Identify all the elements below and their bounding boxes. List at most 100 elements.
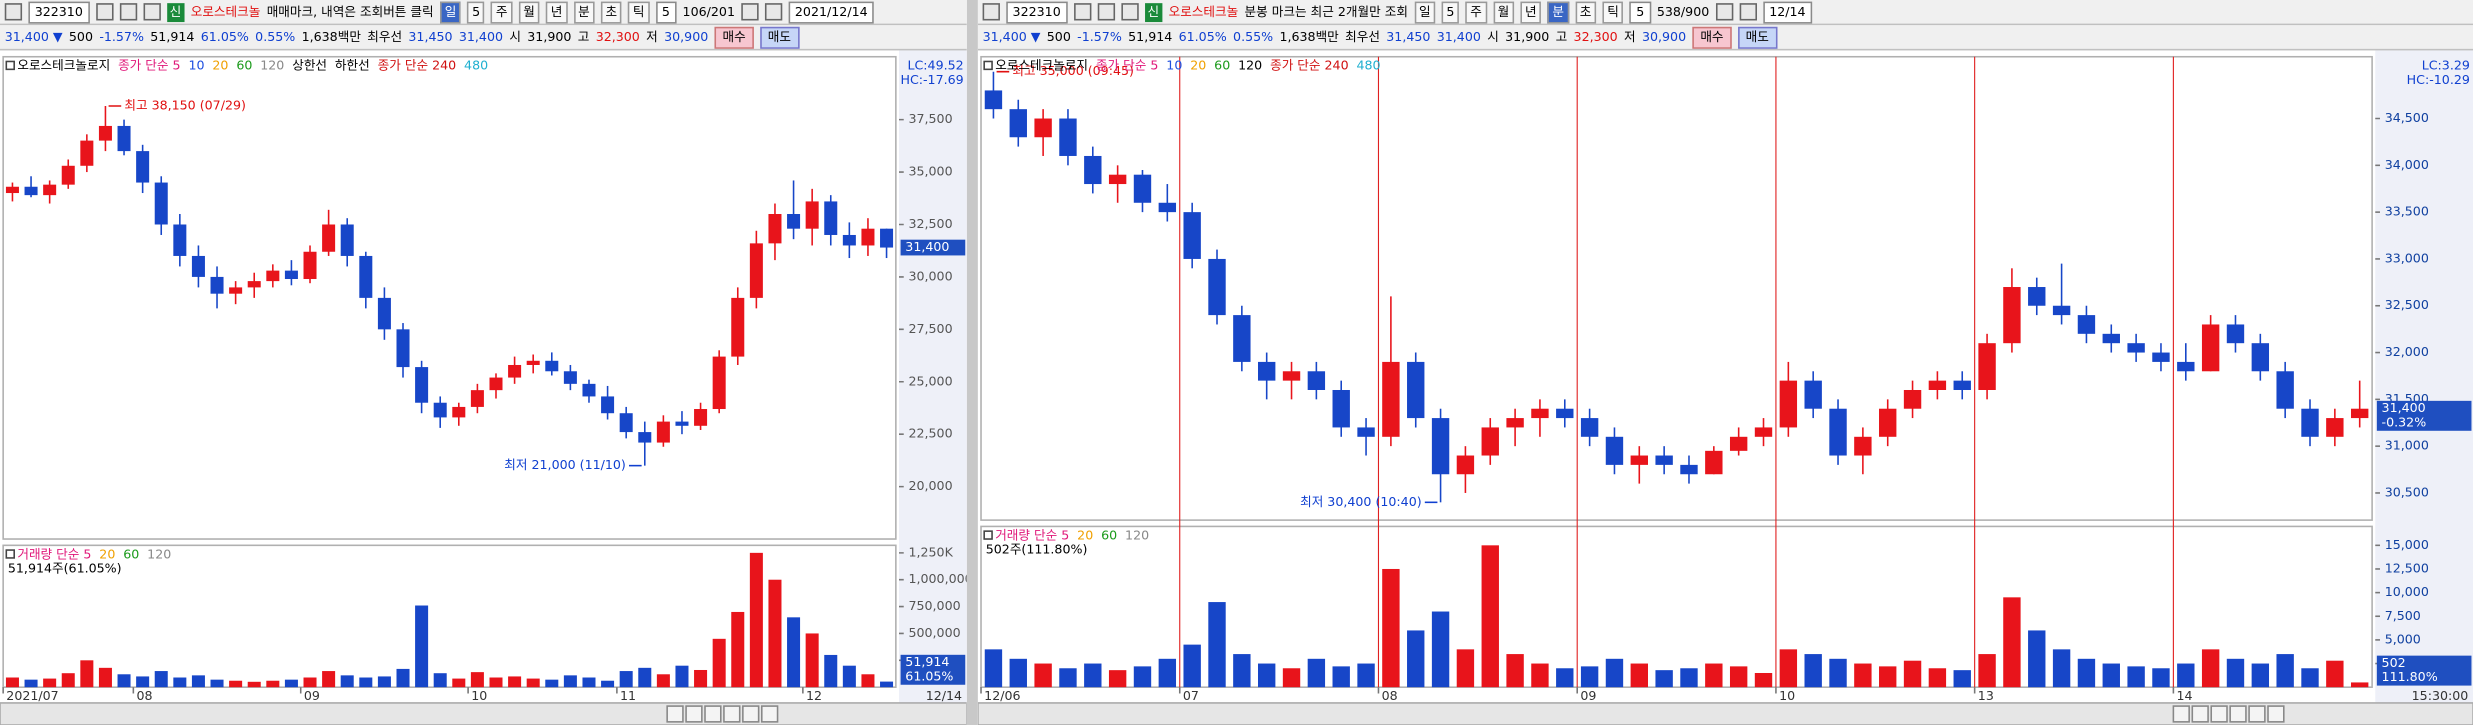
scroll-button[interactable] xyxy=(723,705,741,723)
scroll-button[interactable] xyxy=(742,705,760,723)
volume-bar xyxy=(1879,666,1897,688)
scroll-button[interactable] xyxy=(2210,705,2228,723)
stock-code[interactable]: 322310 xyxy=(28,0,90,23)
volume-bar xyxy=(1829,658,1847,688)
chart-area: 30,50031,00031,50032,00032,50033,00033,5… xyxy=(977,50,2473,725)
volume-bar xyxy=(1630,663,1648,688)
legend-entry: 상한선 xyxy=(292,58,327,73)
legend-entry: 종가 단순 240 xyxy=(1270,58,1349,73)
buy-button[interactable]: 매수 xyxy=(714,26,754,49)
candle-body xyxy=(787,214,801,229)
date-input[interactable]: 2021/12/14 xyxy=(788,0,874,23)
period-button[interactable]: 5 xyxy=(1441,0,1460,23)
stock-code[interactable]: 322310 xyxy=(1006,0,1068,23)
period-button[interactable]: 틱 xyxy=(628,0,650,23)
candle-body xyxy=(1804,380,1822,409)
interval-select[interactable]: 5 xyxy=(655,0,677,23)
period-button[interactable]: 년 xyxy=(1520,0,1542,23)
axis-background xyxy=(2375,50,2473,725)
period-button[interactable]: 초 xyxy=(1575,0,1597,23)
quote-amount: 1,638백만 xyxy=(1279,29,1339,44)
volume-bar xyxy=(210,679,224,688)
buy-button[interactable]: 매수 xyxy=(1692,26,1732,49)
quote-bar: 31,400 ▼ 500 -1.57% 51,914 61.05% 0.55% 1,638백… xyxy=(0,25,967,51)
scrollbar xyxy=(0,702,967,725)
x-tick-label: 09 xyxy=(304,688,320,703)
volume-bar xyxy=(526,678,540,688)
candle-body xyxy=(1282,371,1301,381)
volume-bar xyxy=(619,671,633,688)
volume-bar xyxy=(284,679,298,688)
icon xyxy=(1097,3,1115,21)
volume-bar xyxy=(582,677,596,688)
volume-bar xyxy=(117,674,131,688)
y-tick-label: 20,000 xyxy=(908,478,952,493)
y-tick-label: 750,000 xyxy=(908,598,960,613)
volume-bar xyxy=(880,681,894,688)
period-button[interactable]: 초 xyxy=(600,0,622,23)
count: 538/900 xyxy=(1656,3,1710,19)
candle-body xyxy=(1531,408,1549,419)
period-button[interactable]: 틱 xyxy=(1602,0,1624,23)
candle-body xyxy=(712,356,726,410)
legend-checkbox xyxy=(5,549,15,559)
candle-body xyxy=(2152,352,2170,362)
candle-body xyxy=(1357,427,1375,437)
volume-bar xyxy=(749,552,763,688)
candle-body xyxy=(266,270,280,282)
period-button[interactable]: 일 xyxy=(1414,0,1436,23)
volume-bar xyxy=(2326,660,2344,688)
y-tick-label: 32,500 xyxy=(908,216,952,231)
scroll-button[interactable] xyxy=(2248,705,2266,723)
quote-open-label: 시 xyxy=(509,29,521,44)
period-button[interactable]: 주 xyxy=(491,0,513,23)
candle-body xyxy=(563,371,577,384)
sell-button[interactable]: 매도 xyxy=(1737,26,1777,49)
quote-bid: 31,400 xyxy=(458,29,504,44)
candle-body xyxy=(1630,455,1648,465)
scroll-button[interactable] xyxy=(760,705,779,723)
x-tick-label: 12/06 xyxy=(984,688,1020,703)
period-button[interactable]: 5 xyxy=(467,0,485,23)
candle-body xyxy=(229,287,243,294)
period-button[interactable]: 년 xyxy=(545,0,568,23)
quote-high: 32,300 xyxy=(595,29,640,44)
volume-bar xyxy=(173,677,187,688)
volume-bar xyxy=(1804,654,1822,688)
quote-turnover: 0.55% xyxy=(1233,29,1274,44)
quote-high-label: 고 xyxy=(577,29,590,44)
period-button[interactable]: 주 xyxy=(1465,0,1487,23)
candle-body xyxy=(2102,333,2120,344)
scroll-button[interactable] xyxy=(2229,705,2247,723)
candle-body xyxy=(1953,380,1971,390)
period-button[interactable]: 분 xyxy=(1547,0,1569,23)
scroll-button[interactable] xyxy=(704,705,722,723)
quote-low: 30,900 xyxy=(664,29,709,44)
icon xyxy=(982,3,1000,21)
volume-bar xyxy=(1407,630,1425,688)
volume-bar xyxy=(1208,602,1226,688)
scroll-button[interactable] xyxy=(2267,705,2285,723)
candle-body xyxy=(656,421,670,443)
date-input[interactable]: 12/14 xyxy=(1762,0,1812,23)
volume-bar xyxy=(731,611,745,688)
candle-body xyxy=(117,125,131,152)
period-button[interactable]: 분 xyxy=(573,0,595,23)
sell-button[interactable]: 매도 xyxy=(759,26,799,49)
chart-area: 20,000 22,500 25,000 27,500 30,000 32,500 35,0… xyxy=(0,50,967,725)
candle-body xyxy=(1257,361,1276,381)
volume-bar xyxy=(433,673,447,688)
scroll-button[interactable] xyxy=(2172,705,2190,723)
period-button[interactable]: 월 xyxy=(518,0,540,23)
volume-bar xyxy=(43,678,57,688)
scroll-button[interactable] xyxy=(666,705,684,723)
legend-entry: 480 xyxy=(1357,58,1381,73)
scroll-button[interactable] xyxy=(685,705,703,723)
quote-high-label: 고 xyxy=(1555,29,1568,44)
scroll-button[interactable] xyxy=(2191,705,2209,723)
legend-entry: 60 xyxy=(1214,58,1230,73)
interval-select[interactable]: 5 xyxy=(1629,0,1651,23)
period-button[interactable]: 월 xyxy=(1492,0,1514,23)
period-button[interactable]: 일 xyxy=(439,0,462,23)
legend-entry: 60 xyxy=(236,58,252,73)
